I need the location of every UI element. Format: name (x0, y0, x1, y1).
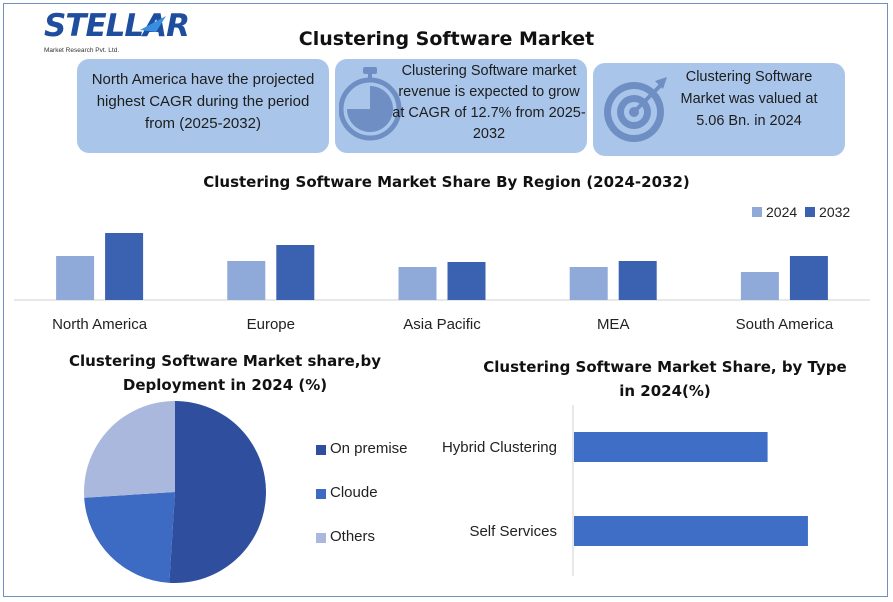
info-box-text: Clustering Software Market was valued at… (680, 69, 818, 129)
hbar-hybrid-clustering (574, 432, 768, 462)
bar-2032 (105, 233, 144, 300)
pie-legend-item-others: Others (316, 528, 408, 572)
stellar-logo: STELLAR Market Research Pvt. Ltd. (44, 6, 190, 58)
region-chart-legend: 2024 2032 (752, 204, 854, 220)
legend-swatch-2032 (805, 207, 816, 217)
region-tick-label: Asia Pacific (403, 316, 481, 333)
bar-2032 (618, 261, 657, 300)
bar-2032 (276, 245, 315, 300)
region-tick-label: Europe (247, 316, 295, 333)
pie-legend-item-on-premise: On premise (316, 440, 408, 484)
region-tick-label: MEA (597, 316, 630, 333)
info-box-cagr: Clustering Software market revenue is ex… (335, 59, 587, 153)
legend-label-2024: 2024 (766, 204, 798, 220)
info-box-cagr-region: North America have the projected highest… (77, 59, 329, 153)
bar-2024 (569, 267, 608, 300)
pie-legend-label: Others (330, 528, 376, 545)
info-box-valuation: Clustering Software Market was valued at… (593, 63, 845, 156)
info-box-text: Clustering Software market revenue is ex… (392, 63, 586, 142)
pie-slice-on-premise (169, 401, 266, 583)
legend-swatch-2024 (752, 207, 762, 217)
pie-legend-swatch (316, 445, 326, 455)
pie-legend: On premise Cloude Others (316, 440, 408, 572)
pie-slice-cloude (84, 492, 175, 583)
bar-2032 (789, 256, 828, 300)
pie-legend-label: Cloude (330, 484, 378, 501)
pie-legend-swatch (316, 489, 326, 499)
type-tick-label: Hybrid Clustering (442, 439, 557, 456)
pie-legend-swatch (316, 533, 326, 543)
pie-legend-item-cloude: Cloude (316, 484, 408, 528)
bar-2024 (227, 261, 266, 300)
pie-legend-label: On premise (330, 440, 408, 457)
logo-arrow-icon (140, 16, 166, 32)
legend-item-2024: 2024 (752, 204, 797, 220)
target-icon (604, 77, 667, 142)
pie-slice-others (84, 401, 175, 498)
logo-wordmark: STELLAR (44, 8, 190, 44)
region-tick-label: North America (52, 316, 148, 333)
page-title: Clustering Software Market (298, 28, 595, 50)
hbar-self-services (574, 516, 808, 546)
type-tick-label: Self Services (469, 523, 557, 540)
logo-subtitle: Market Research Pvt. Ltd. (44, 47, 120, 54)
stopwatch-icon (339, 67, 402, 141)
bar-2032 (447, 262, 486, 300)
type-chart-title: Clustering Software Market Share, by Typ… (483, 358, 847, 400)
info-box-text: North America have the projected highest… (91, 71, 315, 132)
region-chart-title: Clustering Software Market Share By Regi… (203, 173, 690, 191)
region-tick-label: South America (736, 316, 834, 333)
legend-label-2032: 2032 (819, 204, 851, 220)
legend-item-2032: 2032 (805, 204, 850, 220)
deployment-chart-title: Clustering Software Market share,by Depl… (69, 352, 381, 394)
bar-2024 (740, 272, 779, 300)
bar-2024 (56, 256, 95, 300)
outer-frame (3, 3, 888, 597)
bar-2024 (398, 267, 437, 300)
